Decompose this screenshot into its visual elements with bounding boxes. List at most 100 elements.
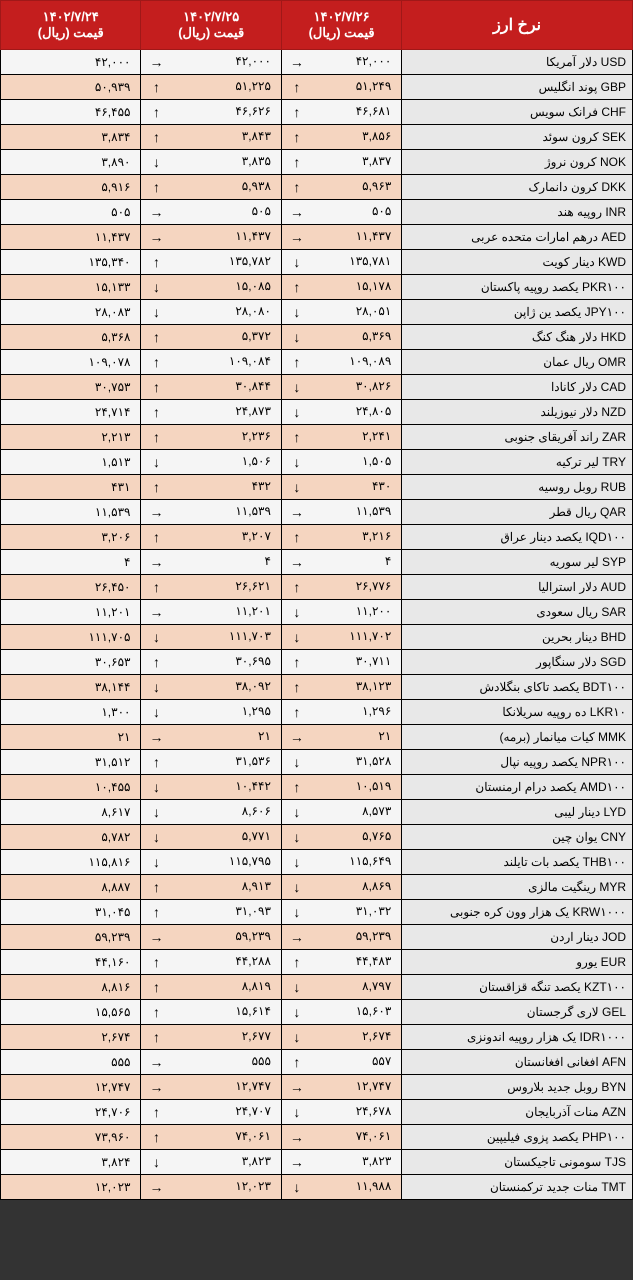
price-value: ۲,۶۷۴ [312, 1029, 401, 1045]
date2-cell: →۵۰۵ [141, 200, 281, 225]
date3-cell: ۷۳,۹۶۰ [1, 1125, 141, 1150]
currency-name-cell: JPY۱۰۰ یکصد ین ژاپن [402, 300, 633, 325]
price-value: ۱۵,۶۱۴ [171, 1004, 280, 1020]
date1-cell: ↓۱۱۵,۶۴۹ [281, 850, 401, 875]
price-value: ۳,۲۰۷ [171, 529, 280, 545]
date2-cell: ↑۳۱,۰۹۳ [141, 900, 281, 925]
price-value: ۸,۵۷۳ [312, 804, 401, 820]
date1-cell: ↓۲۴,۸۰۵ [281, 400, 401, 425]
price-value: ۳,۸۳۷ [312, 154, 401, 170]
trend-arrow-icon: ↑ [282, 1054, 312, 1070]
date1-cell: ↓۱۱,۹۸۸ [281, 1175, 401, 1200]
date2-cell: ↑۲۶,۶۲۱ [141, 575, 281, 600]
date1-cell: ↑۴۴,۴۸۳ [281, 950, 401, 975]
price-value: ۱۵,۶۰۳ [312, 1004, 401, 1020]
trend-arrow-icon: ↓ [282, 854, 312, 870]
price-value: ۴۳۰ [312, 479, 401, 495]
table-row: QAR ریال قطر→۱۱,۵۳۹→۱۱,۵۳۹۱۱,۵۳۹ [1, 500, 633, 525]
date1-cell: ↑۳,۲۱۶ [281, 525, 401, 550]
table-row: PHP۱۰۰ یکصد پزوی فیلیپین→۷۴,۰۶۱↑۷۴,۰۶۱۷۳… [1, 1125, 633, 1150]
date3-cell: ۸,۶۱۷ [1, 800, 141, 825]
table-row: BDT۱۰۰ یکصد تاکای بنگلادش↑۳۸,۱۲۳↓۳۸,۰۹۲۳… [1, 675, 633, 700]
trend-arrow-icon: ↑ [141, 129, 171, 145]
trend-arrow-icon: → [282, 204, 312, 220]
date2-cell: ↑۲۴,۷۰۷ [141, 1100, 281, 1125]
date2-cell: ↑۳۱,۵۳۶ [141, 750, 281, 775]
price-value: ۲۶,۷۷۶ [312, 579, 401, 595]
date3-cell: ۱۵,۵۶۵ [1, 1000, 141, 1025]
price-value: ۱,۲۹۶ [312, 704, 401, 720]
currency-name-cell: ZAR راند آفریقای جنوبی [402, 425, 633, 450]
trend-arrow-icon: ↓ [141, 829, 171, 845]
price-value: ۱۵,۰۸۵ [171, 279, 280, 295]
table-row: KZT۱۰۰ یکصد تنگه قزاقستان↓۸,۷۹۷↑۸,۸۱۹۸,۸… [1, 975, 633, 1000]
date1-cell: ↑۳,۸۳۷ [281, 150, 401, 175]
date2-cell: ↓۳,۸۲۳ [141, 1150, 281, 1175]
date2-cell: →۲۱ [141, 725, 281, 750]
trend-arrow-icon: ↑ [282, 704, 312, 720]
trend-arrow-icon: ↓ [282, 454, 312, 470]
currency-name-cell: AZN منات آذربایجان [402, 1100, 633, 1125]
trend-arrow-icon: → [141, 204, 171, 220]
date1-cell: ↑۳,۸۵۶ [281, 125, 401, 150]
trend-arrow-icon: ↑ [141, 254, 171, 270]
price-value: ۵۰۵ [171, 204, 280, 220]
currency-name-cell: NPR۱۰۰ یکصد روپیه نپال [402, 750, 633, 775]
date1-cell: ↓۲۴,۶۷۸ [281, 1100, 401, 1125]
price-value: ۵۵۷ [312, 1054, 401, 1070]
trend-arrow-icon: ↑ [141, 429, 171, 445]
date1-cell: →۴۲,۰۰۰ [281, 50, 401, 75]
price-value: ۵۵۵ [171, 1054, 280, 1070]
currency-name-cell: RUB روبل روسیه [402, 475, 633, 500]
date3-cell: ۵۰,۹۳۹ [1, 75, 141, 100]
trend-arrow-icon: → [141, 504, 171, 520]
date3-cell: ۲۱ [1, 725, 141, 750]
date2-cell: ↑۳,۲۰۷ [141, 525, 281, 550]
date3-cell: ۵,۹۱۶ [1, 175, 141, 200]
date2-cell: ↑۱۰۹,۰۸۴ [141, 350, 281, 375]
trend-arrow-icon: ↓ [282, 604, 312, 620]
date2-cell: ↓۱,۲۹۵ [141, 700, 281, 725]
table-row: GBP پوند انگلیس↑۵۱,۲۴۹↑۵۱,۲۲۵۵۰,۹۳۹ [1, 75, 633, 100]
price-value: ۲,۲۴۱ [312, 429, 401, 445]
date3-cell: ۳,۸۳۴ [1, 125, 141, 150]
trend-arrow-icon: ↑ [282, 529, 312, 545]
table-row: JPY۱۰۰ یکصد ین ژاپن↓۲۸,۰۵۱↓۲۸,۰۸۰۲۸,۰۸۳ [1, 300, 633, 325]
date1-cell: ↓۳۱,۰۳۲ [281, 900, 401, 925]
date2-cell: ↑۴۶,۶۲۶ [141, 100, 281, 125]
price-value: ۴ [312, 554, 401, 570]
date1-cell: ↓۱۳۵,۷۸۱ [281, 250, 401, 275]
date1-cell: ↑۲۶,۷۷۶ [281, 575, 401, 600]
header-date2: ۱۴۰۲/۷/۲۵قیمت (ریال) [141, 1, 281, 50]
price-value: ۱۰۹,۰۸۹ [312, 354, 401, 370]
price-value: ۵,۳۶۹ [312, 329, 401, 345]
currency-name-cell: GEL لاری گرجستان [402, 1000, 633, 1025]
date3-cell: ۴۲,۰۰۰ [1, 50, 141, 75]
date1-cell: →۷۴,۰۶۱ [281, 1125, 401, 1150]
trend-arrow-icon: → [141, 604, 171, 620]
price-value: ۱۲,۰۲۳ [171, 1179, 280, 1195]
price-value: ۷۴,۰۶۱ [312, 1129, 401, 1145]
table-row: AED درهم امارات متحده عربی→۱۱,۴۳۷→۱۱,۴۳۷… [1, 225, 633, 250]
price-value: ۱۱۱,۷۰۲ [312, 629, 401, 645]
price-value: ۸,۹۱۳ [171, 879, 280, 895]
trend-arrow-icon: ↑ [282, 779, 312, 795]
price-value: ۲۱ [312, 729, 401, 745]
date1-cell: ↑۱۰,۵۱۹ [281, 775, 401, 800]
table-row: LKR۱۰ ده روپیه سریلانکا↑۱,۲۹۶↓۱,۲۹۵۱,۳۰۰ [1, 700, 633, 725]
trend-arrow-icon: ↓ [141, 304, 171, 320]
table-row: CHF فرانک سویس↑۴۶,۶۸۱↑۴۶,۶۲۶۴۶,۴۵۵ [1, 100, 633, 125]
trend-arrow-icon: ↑ [141, 654, 171, 670]
trend-arrow-icon: ↓ [282, 329, 312, 345]
currency-name-cell: TMT منات جدید ترکمنستان [402, 1175, 633, 1200]
table-header-row: نرخ ارز ۱۴۰۲/۷/۲۶قیمت (ریال) ۱۴۰۲/۷/۲۵قی… [1, 1, 633, 50]
date2-cell: ↑۷۴,۰۶۱ [141, 1125, 281, 1150]
date3-cell: ۱۰,۴۵۵ [1, 775, 141, 800]
table-row: NOK کرون نروژ↑۳,۸۳۷↓۳,۸۳۵۳,۸۹۰ [1, 150, 633, 175]
trend-arrow-icon: → [141, 929, 171, 945]
date1-cell: ↓۱,۵۰۵ [281, 450, 401, 475]
currency-name-cell: USD دلار آمریکا [402, 50, 633, 75]
price-value: ۱۱۵,۷۹۵ [171, 854, 280, 870]
price-value: ۴۴,۴۸۳ [312, 954, 401, 970]
date1-cell: ↓۲۸,۰۵۱ [281, 300, 401, 325]
